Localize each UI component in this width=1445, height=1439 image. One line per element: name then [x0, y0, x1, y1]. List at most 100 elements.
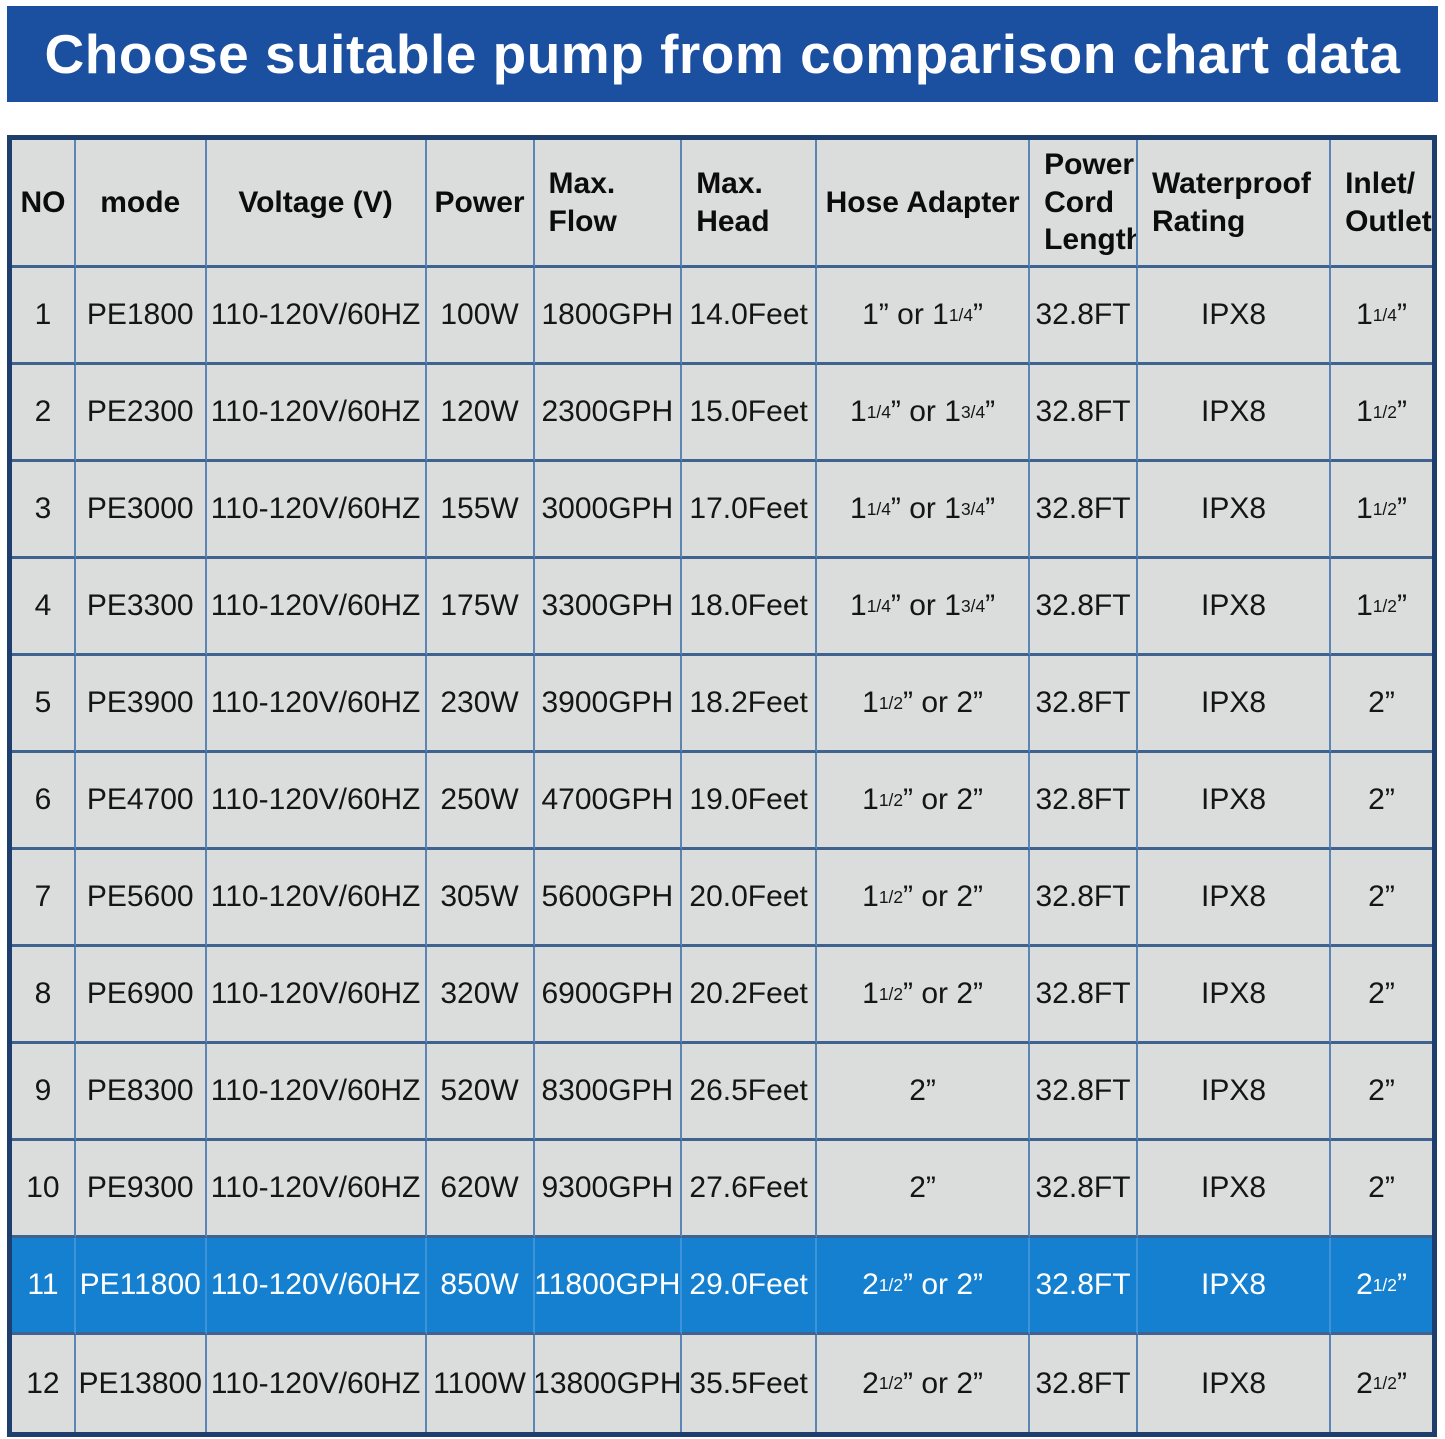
table-cell-cord-row-10: 32.8FT	[1030, 1141, 1138, 1238]
table-cell-inlet-row-5: 2”	[1331, 656, 1432, 753]
fraction-text: 1/2	[1372, 401, 1397, 422]
fraction-text: 1/2	[878, 886, 903, 907]
table-cell-flow-row-12: 13800GPH	[534, 1335, 683, 1432]
table-cell-inlet-row-6: 2”	[1331, 753, 1432, 850]
table-cell-power-row-7: 305W	[426, 850, 535, 947]
table-cell-inlet-row-7: 2”	[1331, 850, 1432, 947]
table-cell-mode-row-12: PE13800	[75, 1335, 207, 1432]
table-cell-inlet-row-1: 1 1/4”	[1331, 268, 1432, 365]
table-cell-no-row-7: 7	[12, 850, 76, 947]
pump-comparison-table: NO mode Voltage (V) Power Max. Flow Max. Head…	[7, 135, 1437, 1437]
fraction-text: 3/4	[960, 401, 986, 422]
table-cell-voltage-row-10: 110-120V/60HZ	[206, 1141, 427, 1238]
fraction-text: 1/2	[1372, 1274, 1397, 1295]
table-cell-no-row-6: 6	[12, 753, 76, 850]
column-header-power: Power	[426, 140, 535, 268]
table-cell-voltage-row-9: 110-120V/60HZ	[206, 1044, 427, 1141]
table-cell-head-row-4: 18.0Feet	[682, 559, 818, 656]
table-cell-voltage-row-6: 110-120V/60HZ	[206, 753, 427, 850]
fraction-text: 1/2	[878, 1274, 903, 1295]
table-cell-waterproof-row-4: IPX8	[1137, 559, 1332, 656]
table-cell-flow-row-10: 9300GPH	[534, 1141, 683, 1238]
fraction-text: 3/4	[960, 498, 986, 519]
table-cell-flow-row-9: 8300GPH	[534, 1044, 683, 1141]
table-cell-waterproof-row-5: IPX8	[1137, 656, 1332, 753]
table-cell-inlet-row-12: 2 1/2”	[1331, 1335, 1432, 1432]
table-cell-head-row-12: 35.5Feet	[682, 1335, 818, 1432]
column-header-hose: Hose Adapter	[817, 140, 1031, 268]
table-cell-hose-row-1: 1” or 1 1/4”	[817, 268, 1031, 365]
table-cell-power-row-6: 250W	[426, 753, 535, 850]
table-cell-hose-row-5: 1 1/2” or 2”	[817, 656, 1031, 753]
table-cell-mode-row-5: PE3900	[75, 656, 207, 753]
fraction-text: 1/2	[878, 983, 903, 1004]
fraction-text: 1/4	[866, 401, 891, 422]
table-cell-waterproof-row-11: IPX8	[1137, 1238, 1332, 1335]
table-cell-no-row-8: 8	[12, 947, 76, 1044]
table-cell-no-row-3: 3	[12, 462, 76, 559]
table-cell-voltage-row-7: 110-120V/60HZ	[206, 850, 427, 947]
table-cell-power-row-4: 175W	[426, 559, 535, 656]
fraction-text: 1/4	[948, 304, 974, 325]
table-cell-voltage-row-11: 110-120V/60HZ	[206, 1238, 427, 1335]
table-cell-inlet-row-8: 2”	[1331, 947, 1432, 1044]
table-cell-head-row-11: 29.0Feet	[682, 1238, 818, 1335]
fraction-text: 1/4	[1372, 304, 1397, 325]
table-cell-no-row-1: 1	[12, 268, 76, 365]
table-cell-voltage-row-3: 110-120V/60HZ	[206, 462, 427, 559]
table-cell-cord-row-5: 32.8FT	[1030, 656, 1138, 753]
table-cell-hose-row-6: 1 1/2” or 2”	[817, 753, 1031, 850]
table-cell-waterproof-row-7: IPX8	[1137, 850, 1332, 947]
table-cell-cord-row-8: 32.8FT	[1030, 947, 1138, 1044]
table-cell-waterproof-row-9: IPX8	[1137, 1044, 1332, 1141]
table-cell-voltage-row-5: 110-120V/60HZ	[206, 656, 427, 753]
table-cell-flow-row-11: 11800GPH	[534, 1238, 683, 1335]
table-cell-flow-row-1: 1800GPH	[534, 268, 683, 365]
table-cell-cord-row-11: 32.8FT	[1030, 1238, 1138, 1335]
table-cell-mode-row-6: PE4700	[75, 753, 207, 850]
table-cell-voltage-row-2: 110-120V/60HZ	[206, 365, 427, 462]
table-cell-flow-row-8: 6900GPH	[534, 947, 683, 1044]
table-cell-voltage-row-12: 110-120V/60HZ	[206, 1335, 427, 1432]
table-cell-hose-row-9: 2”	[817, 1044, 1031, 1141]
table-cell-head-row-2: 15.0Feet	[682, 365, 818, 462]
table-cell-flow-row-4: 3300GPH	[534, 559, 683, 656]
table-cell-no-row-12: 12	[12, 1335, 76, 1432]
column-header-waterproof: Waterproof Rating	[1137, 140, 1332, 268]
table-cell-waterproof-row-3: IPX8	[1137, 462, 1332, 559]
table-cell-head-row-6: 19.0Feet	[682, 753, 818, 850]
table-cell-power-row-3: 155W	[426, 462, 535, 559]
table-cell-cord-row-3: 32.8FT	[1030, 462, 1138, 559]
table-cell-power-row-1: 100W	[426, 268, 535, 365]
table-cell-mode-row-2: PE2300	[75, 365, 207, 462]
table-cell-inlet-row-3: 1 1/2”	[1331, 462, 1432, 559]
table-cell-cord-row-1: 32.8FT	[1030, 268, 1138, 365]
table-cell-power-row-2: 120W	[426, 365, 535, 462]
table-cell-voltage-row-8: 110-120V/60HZ	[206, 947, 427, 1044]
table-cell-cord-row-12: 32.8FT	[1030, 1335, 1138, 1432]
table-cell-no-row-9: 9	[12, 1044, 76, 1141]
table-cell-cord-row-4: 32.8FT	[1030, 559, 1138, 656]
table-cell-head-row-9: 26.5Feet	[682, 1044, 818, 1141]
table-cell-mode-row-7: PE5600	[75, 850, 207, 947]
table-cell-no-row-4: 4	[12, 559, 76, 656]
fraction-text: 1/2	[1372, 1373, 1397, 1393]
table-cell-flow-row-2: 2300GPH	[534, 365, 683, 462]
table-cell-hose-row-10: 2”	[817, 1141, 1031, 1238]
table-cell-mode-row-10: PE9300	[75, 1141, 207, 1238]
table-cell-flow-row-7: 5600GPH	[534, 850, 683, 947]
table-cell-mode-row-8: PE6900	[75, 947, 207, 1044]
table-cell-head-row-7: 20.0Feet	[682, 850, 818, 947]
table-cell-no-row-2: 2	[12, 365, 76, 462]
table-cell-flow-row-6: 4700GPH	[534, 753, 683, 850]
table-cell-mode-row-11: PE11800	[75, 1238, 207, 1335]
table-cell-no-row-10: 10	[12, 1141, 76, 1238]
table-cell-cord-row-2: 32.8FT	[1030, 365, 1138, 462]
fraction-text: 1/2	[878, 1373, 903, 1393]
table-cell-no-row-11: 11	[12, 1238, 76, 1335]
table-cell-mode-row-9: PE8300	[75, 1044, 207, 1141]
table-cell-voltage-row-4: 110-120V/60HZ	[206, 559, 427, 656]
table-cell-hose-row-12: 2 1/2” or 2”	[817, 1335, 1031, 1432]
table-cell-hose-row-11: 2 1/2” or 2”	[817, 1238, 1031, 1335]
table-cell-cord-row-7: 32.8FT	[1030, 850, 1138, 947]
